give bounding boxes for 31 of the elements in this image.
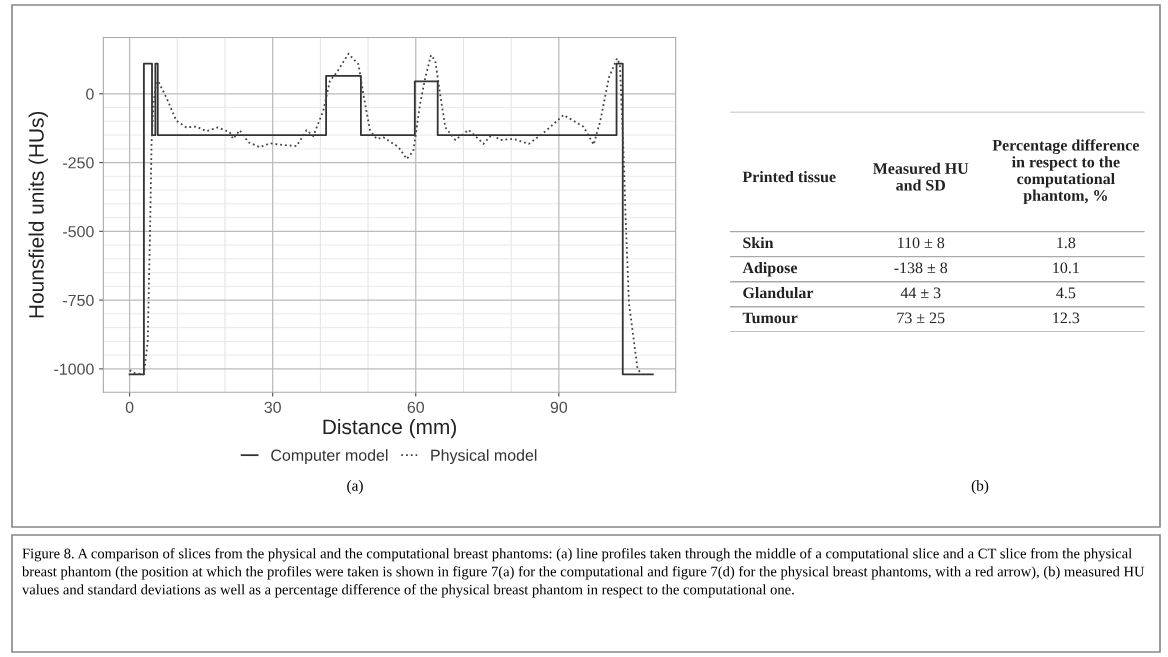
text: Printed tissue: [742, 171, 836, 183]
y-tick-label: -250: [63, 157, 94, 169]
legend-label: Computer model: [271, 449, 388, 465]
category-label: Skin: [743, 236, 774, 249]
category-label: Tumour: [742, 312, 798, 324]
data-label: 12.3: [1053, 312, 1080, 324]
y-axis-title: Hounsfield units (HUs): [28, 111, 48, 318]
data-label: 1.8: [1057, 237, 1076, 249]
text: Measured HU and SD: [873, 162, 969, 191]
data-label: 4.5: [1056, 287, 1076, 299]
data-label: 44 ± 3: [900, 287, 941, 299]
x-tick-label: 90: [550, 401, 568, 413]
data-label: 110 ± 8: [898, 237, 945, 249]
text: (b): [971, 480, 989, 494]
text: (a): [347, 480, 363, 494]
category-label: Glandular: [743, 286, 814, 299]
y-tick-label: -750: [63, 294, 94, 307]
x-tick-label: 0: [125, 401, 134, 413]
text: Percentage difference in respect to the computational phantom, %: [992, 139, 1139, 205]
category-label: Adipose: [742, 261, 798, 277]
data-label: 73 ± 25: [897, 312, 945, 324]
y-tick-label: -500: [63, 225, 94, 238]
data-label: -138 ± 8: [894, 262, 948, 274]
caption: Figure 8. A comparison of slices from the physical and the computational breast phantoms: (a) line profiles taken through the middle of a computational slice and a CT slice from the physical breast phantom (the position at which the profiles were taken is shown in figure 7(a) for the computational and figure 7(d) for the physical breast phantoms, with a red arrow), (b) measured HU values and standard deviations as well as a percentage difference of the physical breast phantom in respect to the computational one.: [22, 548, 1145, 598]
x-tick-label: 60: [407, 401, 425, 413]
y-tick-label: 0: [86, 88, 94, 100]
y-tick-label: -1000: [54, 363, 94, 375]
x-axis-title: Distance (mm): [323, 418, 456, 439]
data-label: 10.1: [1053, 262, 1079, 274]
legend-label: Physical model: [431, 449, 537, 465]
x-tick-label: 30: [264, 401, 281, 413]
